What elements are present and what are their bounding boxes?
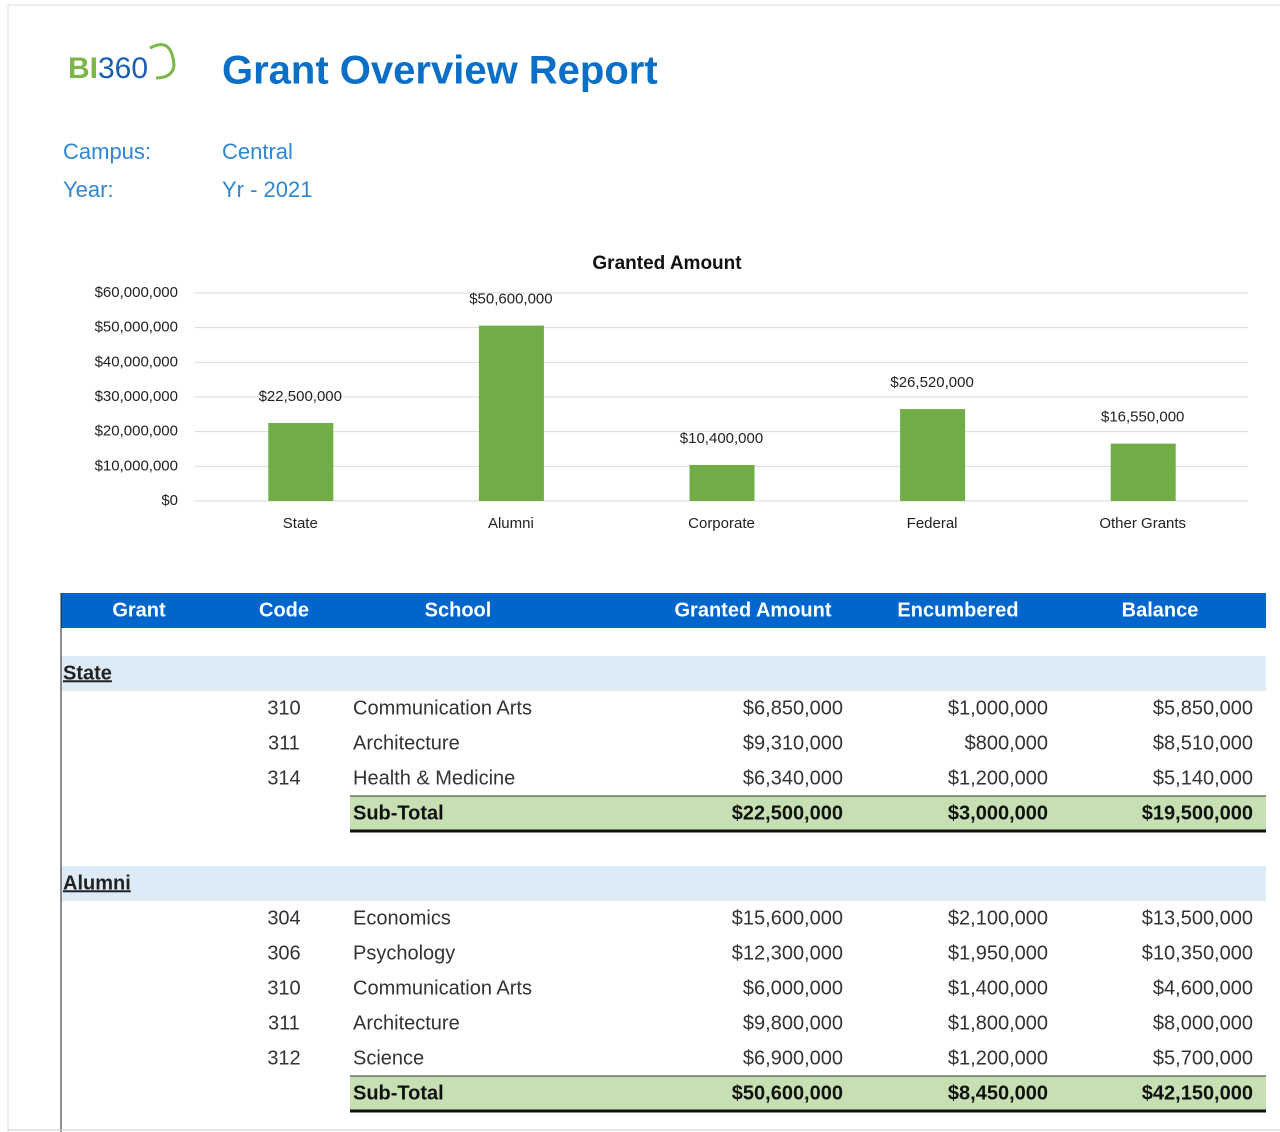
filter-value: Yr - 2021 <box>222 177 313 202</box>
subtotal-row <box>350 796 1266 831</box>
y-tick-label: $10,000,000 <box>95 457 178 474</box>
table-cell: 304 <box>267 907 300 929</box>
table-cell: $8,510,000 <box>1153 732 1253 754</box>
table-cell: $1,800,000 <box>948 1012 1048 1034</box>
value-label: $50,600,000 <box>469 291 552 308</box>
x-tick-label: State <box>283 515 318 532</box>
table-cell: $15,600,000 <box>732 907 843 929</box>
column-header: Code <box>259 599 309 621</box>
subtotal-cell: Sub-Total <box>353 802 444 824</box>
x-tick-label: Federal <box>907 515 958 532</box>
table-cell: 311 <box>268 732 300 754</box>
bar <box>478 325 544 501</box>
value-label: $10,400,000 <box>680 430 763 447</box>
y-tick-label: $30,000,000 <box>95 388 178 405</box>
table-cell: $5,700,000 <box>1153 1047 1253 1069</box>
bar <box>1110 443 1176 501</box>
table-cell: $6,850,000 <box>743 697 843 719</box>
y-tick-label: $0 <box>161 492 178 509</box>
table-cell: $6,900,000 <box>743 1047 843 1069</box>
value-label: $26,520,000 <box>890 374 973 391</box>
subtotal-cell: $42,150,000 <box>1142 1082 1253 1104</box>
table-cell: Psychology <box>353 942 455 964</box>
subtotal-cell: $3,000,000 <box>948 802 1048 824</box>
table-cell: $800,000 <box>965 732 1048 754</box>
subtotal-row <box>350 1076 1266 1111</box>
table-cell: $9,310,000 <box>743 732 843 754</box>
filter-label: Campus: <box>63 139 151 164</box>
group-band <box>61 866 1266 901</box>
table-cell: Health & Medicine <box>353 767 515 789</box>
bar <box>268 423 334 501</box>
table-cell: Science <box>353 1047 424 1069</box>
table-cell: 311 <box>268 1012 300 1034</box>
bar <box>900 409 966 501</box>
table-cell: 310 <box>267 977 300 999</box>
column-header: Encumbered <box>897 599 1018 621</box>
filter-value: Central <box>222 139 293 164</box>
table-cell: $1,950,000 <box>948 942 1048 964</box>
column-header: School <box>425 599 492 621</box>
table-cell: $12,300,000 <box>732 942 843 964</box>
bar <box>689 464 755 501</box>
table-cell: 310 <box>267 697 300 719</box>
table-cell: $1,400,000 <box>948 977 1048 999</box>
subtotal-cell: Sub-Total <box>353 1082 444 1104</box>
group-name: Alumni <box>63 872 131 894</box>
table-cell: $6,000,000 <box>743 977 843 999</box>
report-title: Grant Overview Report <box>222 49 658 93</box>
y-tick-label: $60,000,000 <box>95 284 178 301</box>
filter-label: Year: <box>63 177 114 202</box>
table-cell: Communication Arts <box>353 977 532 999</box>
value-label: $16,550,000 <box>1101 409 1184 426</box>
table-cell: $10,350,000 <box>1142 942 1253 964</box>
subtotal-cell: $22,500,000 <box>732 802 843 824</box>
column-header: Balance <box>1122 599 1199 621</box>
table-cell: $1,200,000 <box>948 1047 1048 1069</box>
table-cell: $5,850,000 <box>1153 697 1253 719</box>
chart-title: Granted Amount <box>592 253 742 274</box>
logo: BI360 <box>68 52 148 85</box>
subtotal-cell: $8,450,000 <box>948 1082 1048 1104</box>
logo-cloud <box>149 43 176 80</box>
table-cell: 312 <box>267 1047 300 1069</box>
value-label: $22,500,000 <box>259 388 342 405</box>
table-cell: Architecture <box>353 1012 460 1034</box>
table-cell: $4,600,000 <box>1153 977 1253 999</box>
table-cell: $8,000,000 <box>1153 1012 1253 1034</box>
x-tick-label: Alumni <box>488 515 534 532</box>
group-band <box>61 656 1266 691</box>
table-cell: $5,140,000 <box>1153 767 1253 789</box>
table-header <box>61 593 1266 628</box>
table-cell: $9,800,000 <box>743 1012 843 1034</box>
table-cell: $1,000,000 <box>948 697 1048 719</box>
column-header: Grant <box>112 599 166 621</box>
y-tick-label: $50,000,000 <box>95 319 178 336</box>
table-cell: 306 <box>267 942 300 964</box>
column-header: Granted Amount <box>674 599 831 621</box>
table-cell: Communication Arts <box>353 697 532 719</box>
x-tick-label: Other Grants <box>1099 515 1186 532</box>
table-cell: Economics <box>353 907 451 929</box>
table-cell: $2,100,000 <box>948 907 1048 929</box>
table-cell: $6,340,000 <box>743 767 843 789</box>
y-tick-label: $40,000,000 <box>95 353 178 370</box>
group-name: State <box>63 662 112 684</box>
table-cell: $1,200,000 <box>948 767 1048 789</box>
y-tick-label: $20,000,000 <box>95 423 178 440</box>
table-cell: Architecture <box>353 732 460 754</box>
subtotal-cell: $19,500,000 <box>1142 802 1253 824</box>
subtotal-cell: $50,600,000 <box>732 1082 843 1104</box>
x-tick-label: Corporate <box>688 515 755 532</box>
table-cell: 314 <box>267 767 300 789</box>
table-cell: $13,500,000 <box>1142 907 1253 929</box>
